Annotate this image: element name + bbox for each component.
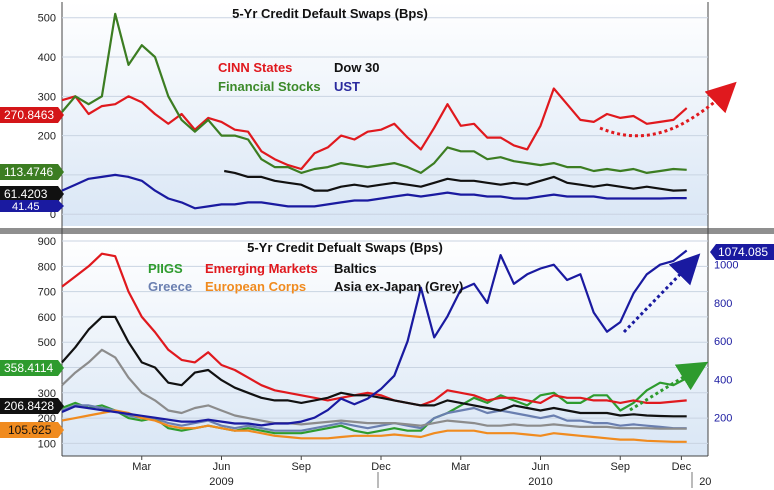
bottom-series-european-corps <box>61 409 687 443</box>
tag-dow-text: 61.4203 <box>4 187 48 201</box>
tag-financial-text: 113.4746 <box>4 165 53 179</box>
top-panel-bg <box>62 2 708 226</box>
bottom-y-tick-label: 500 <box>38 337 56 349</box>
legend-asia-ex-japan: Asia ex-Japan (Grey) <box>334 279 463 294</box>
top-series-cinn-states <box>61 87 688 171</box>
bottom-y-tick-label: 100 <box>38 438 56 450</box>
top-series-dow-30 <box>224 169 687 192</box>
legend-cinn-states: CINN States <box>218 60 292 75</box>
panel-divider <box>0 228 774 234</box>
top-y-tick-label: 200 <box>38 131 56 143</box>
tag-eurocorps <box>0 422 64 438</box>
legend-greece: Greece <box>148 279 192 294</box>
bottom-y-tick-label: 700 <box>38 287 56 299</box>
tag-piigs-text: 358.4114 <box>4 361 53 375</box>
legend-european-corps: European Corps <box>205 279 306 294</box>
tag-financial <box>0 164 64 180</box>
bottom-right-y-tick-label: 600 <box>714 336 732 348</box>
bottom-series-baltics <box>61 315 687 418</box>
piigs-trend-arrow <box>629 361 709 412</box>
top-series-financial-stocks <box>61 12 687 174</box>
tag-baltics <box>0 398 64 414</box>
bottom-series-greece <box>61 404 687 432</box>
top-chart-title: 5-Yr Credit Default Swaps (Bps) <box>232 6 428 21</box>
tag-cinn <box>0 107 64 123</box>
tag-piigs <box>0 360 64 376</box>
tag-dow <box>0 186 64 202</box>
bottom-series-piigs <box>61 377 688 435</box>
x-tick-label: Mar <box>132 461 151 473</box>
legend-baltics: Baltics <box>334 261 377 276</box>
tag-baltics-text: 206.8428 <box>4 399 54 413</box>
tag-greece-text: 1074.085 <box>718 245 768 259</box>
tag-ust-text: 41.45 <box>12 201 40 213</box>
greece-trend-arrow <box>622 253 701 334</box>
top-y-tick-label: 400 <box>38 52 56 64</box>
bottom-right-y-tick-label: 1000 <box>714 260 738 272</box>
legend-dow-30: Dow 30 <box>334 60 380 75</box>
bottom-right-y-tick-label: 400 <box>714 374 732 386</box>
legend-emerging-markets: Emerging Markets <box>205 261 318 276</box>
x-tick-label: Sep <box>610 461 630 473</box>
top-series-ust <box>61 173 687 210</box>
bottom-series-greece-right-axis <box>61 249 688 427</box>
tag-eurocorps-text: 105.625 <box>8 423 52 437</box>
top-last-value-tags: 270.8463 113.4746 61.4203 41.45 <box>0 107 64 213</box>
bottom-last-value-tags: 358.4114 206.8428 105.625 1074.085 <box>0 244 774 438</box>
bottom-y-tick-label: 600 <box>38 312 56 324</box>
top-y-tick-label: 0 <box>50 209 56 221</box>
bottom-right-y-tick-label: 800 <box>714 298 732 310</box>
tag-greece <box>710 244 774 260</box>
x-tick-label: Jun <box>213 461 231 473</box>
bottom-y-tick-label: 300 <box>38 388 56 400</box>
bottom-right-y-tick-label: 200 <box>714 413 732 425</box>
bottom-y-tick-label: 900 <box>38 236 56 248</box>
x-tick-label: Sep <box>291 461 311 473</box>
x-year-label: 2010 <box>528 476 552 488</box>
top-trend-arrow <box>599 81 737 138</box>
x-year-label: 20 <box>699 476 711 488</box>
bottom-y-tick-label: 800 <box>38 261 56 273</box>
x-tick-label: Jun <box>532 461 550 473</box>
x-tick-label: Dec <box>672 461 692 473</box>
x-tick-label: Dec <box>371 461 391 473</box>
tag-ust <box>0 200 64 212</box>
bottom-chart-title: 5-Yr Credit Defualt Swaps (Bps) <box>247 240 443 255</box>
legend-financial-stocks: Financial Stocks <box>218 79 321 94</box>
top-y-tick-label: 300 <box>38 91 56 103</box>
tag-cinn-text: 270.8463 <box>4 108 54 122</box>
top-y-tick-label: 500 <box>38 13 56 25</box>
bottom-series-asia-ex-japan-grey <box>61 348 687 430</box>
legend-ust: UST <box>334 79 360 94</box>
x-tick-label: Mar <box>451 461 470 473</box>
legend-piigs: PIIGS <box>148 261 183 276</box>
x-year-label: 2009 <box>209 476 233 488</box>
